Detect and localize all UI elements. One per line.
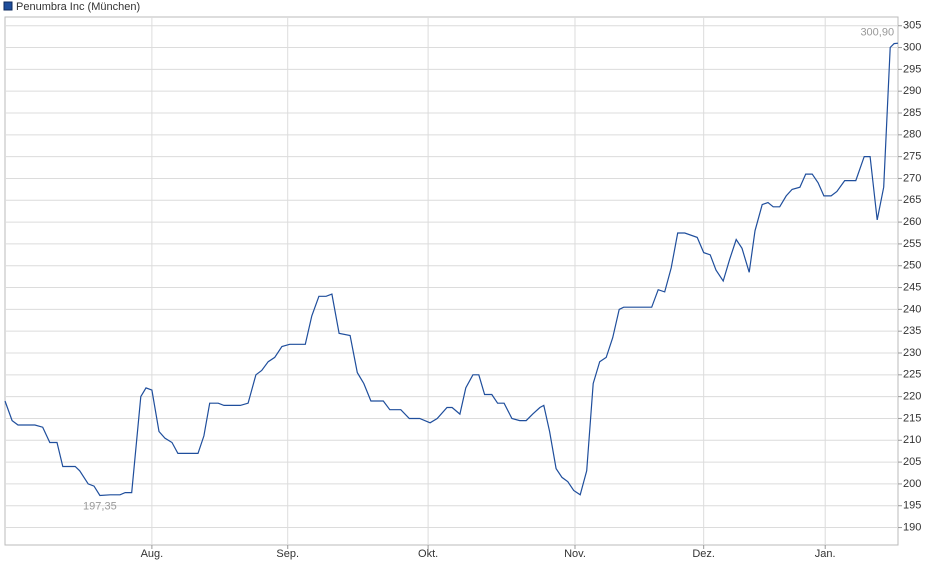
y-tick-label: 225 — [903, 369, 921, 381]
plot-frame — [4, 16, 899, 546]
y-tick-label: 230 — [903, 347, 921, 359]
legend-label: Penumbra Inc (München) — [16, 1, 140, 13]
y-tick-label: 220 — [903, 391, 921, 403]
annotation: 300,90 — [860, 27, 894, 39]
y-tick-label: 210 — [903, 434, 921, 446]
x-tick-label: Nov. — [564, 548, 586, 560]
y-tick-label: 275 — [903, 151, 921, 163]
x-tick-label: Aug. — [141, 548, 164, 560]
y-tick-label: 300 — [903, 41, 921, 53]
y-tick-label: 195 — [903, 500, 921, 512]
y-tick-label: 270 — [903, 172, 921, 184]
y-tick-label: 215 — [903, 412, 921, 424]
annotation: 197,35 — [83, 500, 117, 512]
legend-swatch — [3, 1, 13, 11]
y-tick-label: 255 — [903, 238, 921, 250]
x-tick-label: Jan. — [815, 548, 836, 560]
y-tick-label: 290 — [903, 85, 921, 97]
y-tick-label: 295 — [903, 63, 921, 75]
x-tick-label: Dez. — [692, 548, 715, 560]
y-tick-label: 260 — [903, 216, 921, 228]
x-tick-label: Sep. — [276, 548, 299, 560]
y-tick-label: 200 — [903, 478, 921, 490]
y-tick-label: 265 — [903, 194, 921, 206]
x-tick-label: Okt. — [418, 548, 438, 560]
y-tick-label: 305 — [903, 20, 921, 32]
y-tick-label: 280 — [903, 129, 921, 141]
y-tick-label: 285 — [903, 107, 921, 119]
y-tick-label: 205 — [903, 456, 921, 468]
y-tick-label: 240 — [903, 303, 921, 315]
y-tick-label: 235 — [903, 325, 921, 337]
y-tick-label: 190 — [903, 521, 921, 533]
y-tick-label: 250 — [903, 260, 921, 272]
price-line — [4, 42, 899, 497]
y-tick-label: 245 — [903, 281, 921, 293]
